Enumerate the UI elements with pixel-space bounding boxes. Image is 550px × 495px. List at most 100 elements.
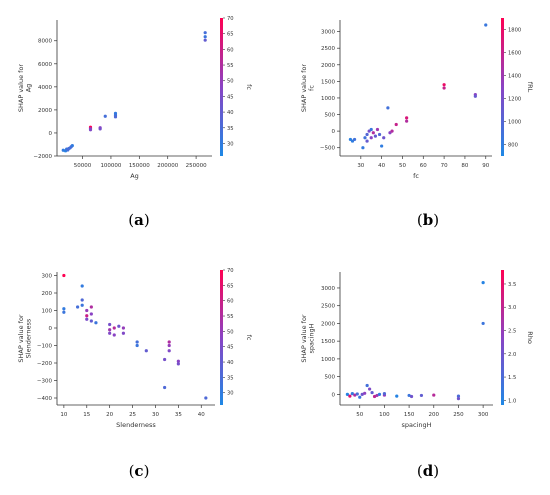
x-tick-label: 250 [453,412,464,418]
data-point [89,319,93,323]
x-axis-label: Ag [130,172,139,180]
colorbar [220,270,223,405]
data-point [112,333,116,337]
data-point [85,314,89,318]
colorbar-tick-label: 2.5 [508,329,516,335]
y-tick-label: 100 [42,309,53,315]
data-point [456,397,461,401]
y-axis-label-line: fc [308,85,316,91]
y-tick-label: 2500 [321,304,335,310]
data-point [375,393,379,398]
colorbar-tick-label: 60 [227,47,234,53]
data-point [167,349,171,353]
data-point [163,385,167,390]
panel-caption: (a) [128,211,149,229]
data-point [163,357,167,362]
data-point [369,127,373,132]
data-point [375,127,380,132]
colorbar-tick-label: 1600 [508,51,521,57]
y-tick-label: 2000 [321,321,335,327]
y-tick-label: 300 [42,274,53,280]
y-tick-label: 1500 [321,339,335,345]
data-point [80,284,84,288]
data-point [368,387,372,391]
x-tick-label: 50 [399,163,406,169]
colorbar-tick-label: 30 [227,141,234,147]
data-point [135,340,139,344]
caption-letter: a [134,211,144,229]
colorbar-tick-label: 3.0 [508,305,516,311]
x-tick-label: 150 [404,412,415,418]
y-tick-label: −400 [37,396,53,402]
colorbar-tick-label: 45 [227,94,234,100]
data-point [484,23,488,27]
data-point [80,303,84,307]
colorbar-tick-label: 1.5 [508,375,516,381]
x-tick-label: 60 [420,163,427,169]
y-tick-label: 0 [332,129,336,135]
y-axis-label-line: SHAP value for [300,64,308,113]
chart-panel: 50 100 150 200 250 30005001000150020002500300… [300,270,534,429]
colorbar-tick-label: 55 [227,63,234,69]
data-point [405,119,409,123]
data-point [456,394,461,398]
colorbar-label: Rho [526,331,534,344]
data-point [203,35,207,39]
y-axis-label: SHAP value forspacingH [300,314,316,363]
x-axis-label: spacingH [401,421,431,429]
data-point [372,394,377,399]
x-tick-label: 30 [357,163,364,169]
colorbar-tick-label: 3.5 [508,282,516,288]
y-axis-label-line: Slenderness [25,318,33,358]
data-point [121,331,126,335]
colorbar-tick-label: 1800 [508,28,521,34]
colorbar-tick-label: 35 [227,375,234,381]
x-tick-label: 200 [429,412,440,418]
y-tick-label: 3000 [321,286,335,292]
data-point [144,349,148,353]
y-tick-label: 500 [325,113,336,119]
data-point [358,395,362,399]
x-tick-label: 25 [129,412,136,418]
data-point [382,392,387,396]
data-point [481,321,485,326]
data-point [442,86,446,90]
data-point [108,322,112,327]
data-point [365,383,369,388]
y-tick-label: 0 [49,131,53,137]
data-point [405,116,409,120]
colorbar-tick-label: 65 [227,32,234,38]
x-tick-label: 80 [461,163,468,169]
data-point [409,394,414,399]
data-point [432,393,436,397]
panel-caption: (c) [129,462,150,480]
data-point [394,122,398,127]
data-point [167,340,171,344]
colorbar-label: fRL [526,82,534,93]
x-tick-label: 300 [478,412,489,418]
data-point [62,310,66,314]
data-point [363,136,367,140]
y-tick-label: 1000 [321,357,335,363]
y-tick-label: 1000 [321,96,335,102]
x-tick-label: 90 [482,163,489,169]
caption-paren-open: ( [129,462,135,480]
y-tick-label: 2500 [321,46,335,52]
data-point [348,394,352,398]
panel-caption: (d) [417,462,439,480]
caption-paren-close: ) [144,211,150,229]
x-tick-label: 30 [152,412,159,418]
x-tick-label: 50 [356,412,363,418]
colorbar-label: fc [245,335,253,341]
data-point [76,305,80,309]
data-point [85,317,89,321]
colorbar [220,18,223,156]
data-point [442,83,446,87]
chart-panel: 50000 100000 150000 200000 250000 −2000 0 2000 4… [17,16,253,180]
data-point [345,392,350,396]
data-point [70,144,74,148]
y-tick-label: 0 [332,392,336,398]
data-point [113,115,118,119]
data-point [89,305,93,309]
